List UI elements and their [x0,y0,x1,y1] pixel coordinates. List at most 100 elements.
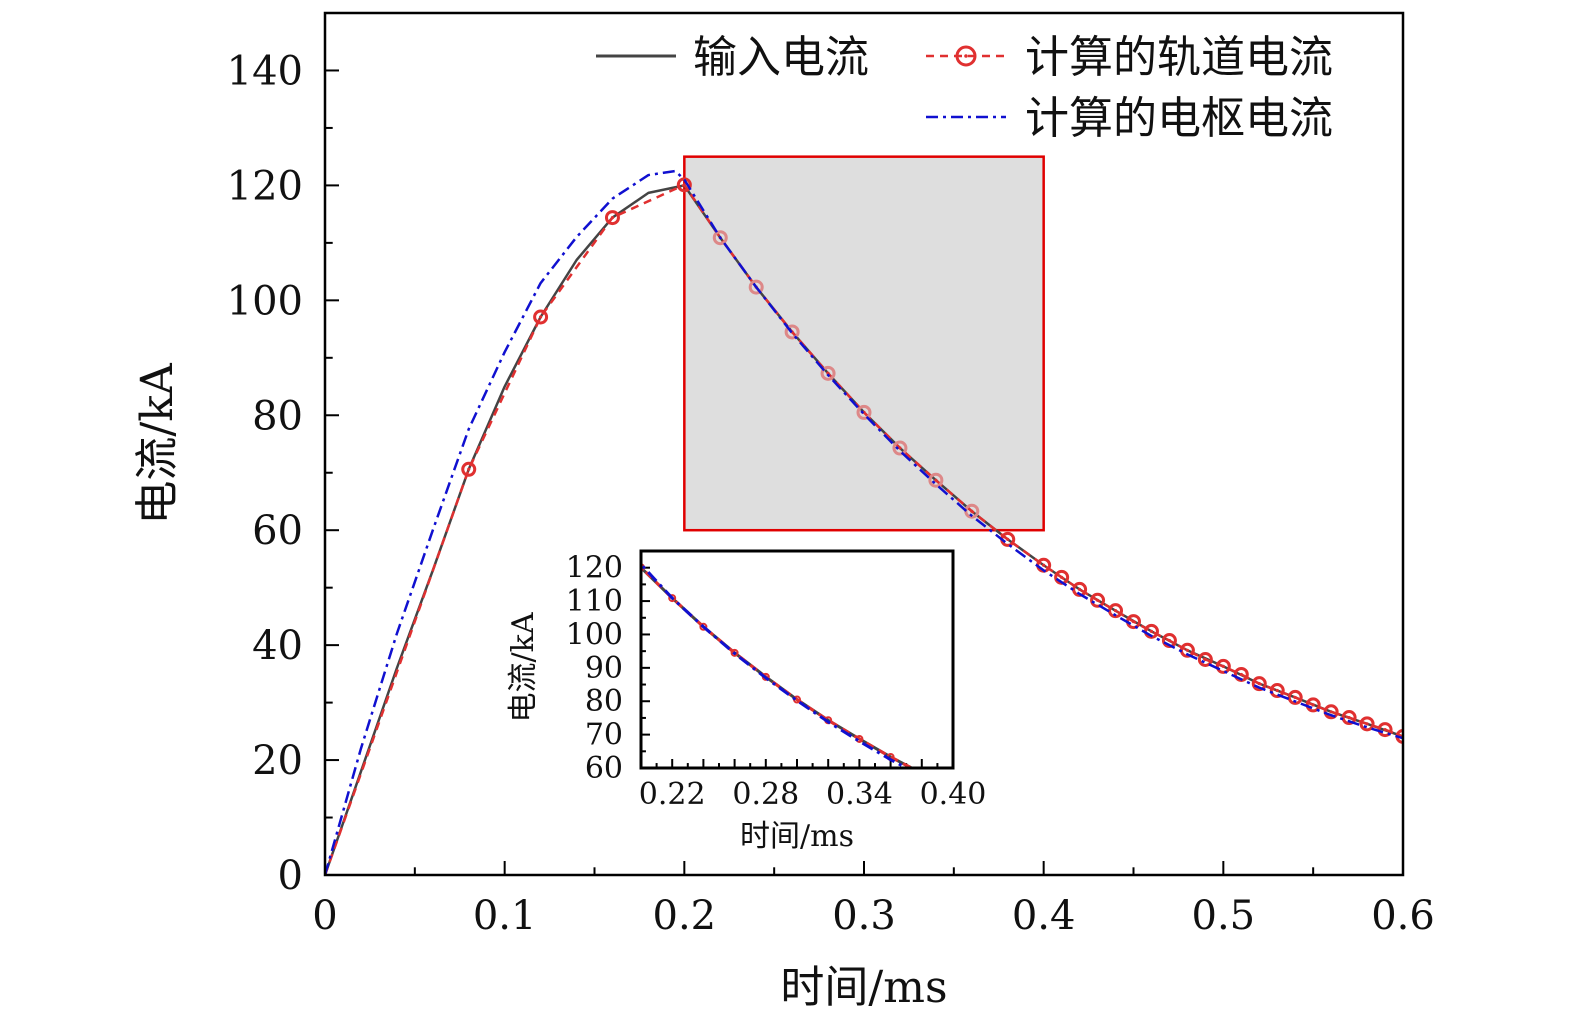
series-group [451,562,1268,891]
data-point-marker [997,806,1003,812]
data-point-center [970,509,974,513]
data-point-center [1203,657,1207,662]
data-point-marker [1106,844,1112,850]
x-tick-label: 0.28 [732,777,799,812]
y-tick-label: 80 [252,393,303,439]
data-point-marker [1184,866,1190,872]
axes-frame [323,11,1405,877]
data-point-marker [1059,829,1065,835]
data-point-center [1113,609,1118,613]
x-tick-label: 0.6 [1371,893,1435,939]
data-point-marker [856,404,872,420]
inset-x-axis-label: 时间/ms [740,819,854,854]
data-point-center [1095,598,1100,602]
y-tick-label: 120 [566,551,623,586]
data-point-marker [1197,652,1213,667]
data-point-center [1293,695,1297,700]
data-point-marker [451,730,457,736]
x-tick-label: 0 [312,893,337,939]
data-point-marker [1287,689,1303,705]
data-point-center [1365,722,1369,726]
y-tick-label: 100 [227,278,303,324]
data-point-marker [1122,849,1128,855]
x-tick-label: 0.3 [832,893,896,939]
legend-marker-rail [955,45,977,67]
data-point-center [1257,682,1261,686]
x-tick-label: 0.22 [639,777,706,812]
y-tick-label: 90 [585,651,623,686]
data-point-marker [533,309,549,325]
series-line-2 [325,169,1403,875]
data-point-center [1185,648,1189,652]
data-point-marker [1028,818,1034,824]
legend-label-input: 输入电流 [693,32,869,83]
y-tick-label: 110 [566,584,623,619]
data-point-marker [928,472,944,488]
data-point-center [1239,672,1243,677]
x-axis-label: 时间/ms [780,962,947,1013]
y-axis-label: 电流/kA [132,362,183,524]
data-point-marker [699,622,708,631]
data-point-marker [1215,658,1231,674]
data-point-center [467,467,471,471]
data-point-center [1149,629,1154,633]
data-point-marker [784,324,800,340]
data-point-marker [820,365,836,381]
y-tick-label: 70 [585,718,623,753]
data-point-marker [1231,878,1237,884]
series-line-2 [641,562,910,768]
legend-label-rail: 计算的轨道电流 [1025,32,1333,83]
data-point-marker [676,177,692,193]
data-point-marker [1090,592,1106,608]
data-point-center [682,183,686,187]
data-point-marker [1251,676,1267,692]
data-point-center [1167,638,1172,643]
data-point-marker [1377,722,1393,738]
legend-marker-rail-dot [964,54,968,58]
legend: 输入电流 计算的轨道电流 计算的电枢电流 [596,32,1333,144]
x-tick-label: 0.1 [473,893,537,939]
inset-background [641,551,953,768]
data-point-marker [668,594,677,603]
y-tick-label: 100 [566,617,623,652]
axes-frame [639,549,955,770]
data-point-center [1383,728,1387,732]
y-tick-label: 80 [585,684,623,719]
y-tick-label: 140 [227,48,303,94]
data-point-center [610,215,615,220]
x-tick-label: 0.34 [826,777,893,812]
data-point-marker [1262,885,1268,891]
x-tick-label: 0.2 [653,893,717,939]
data-point-marker [748,279,764,295]
data-point-center [1221,664,1225,668]
data-point-center [1060,575,1064,579]
data-point-center [1131,619,1136,624]
data-point-marker [1168,862,1174,868]
data-point-marker [1090,840,1096,846]
y-tick-label: 60 [252,508,303,554]
x-tick-label: 0.4 [1012,893,1076,939]
data-point-marker [1246,881,1252,887]
data-point-center [1311,703,1315,707]
data-point-marker [892,440,908,456]
data-point-center [1275,688,1279,693]
data-point-marker [919,770,925,776]
data-point-marker [1359,716,1375,732]
data-point-center [539,315,543,319]
zoom-region-box [683,155,1045,532]
y-tick-label: 20 [252,738,303,784]
data-point-marker [1012,812,1018,818]
y-tick-label: 120 [227,163,303,209]
data-point-center [1042,563,1046,567]
y-tick-label: 40 [252,623,303,669]
x-tick-label: 0.40 [920,777,987,812]
data-point-marker [1153,858,1159,864]
x-tick-label: 0.5 [1192,893,1256,939]
data-point-marker [712,230,728,246]
legend-label-armature: 计算的电枢电流 [1025,93,1333,144]
data-point-marker [1044,824,1050,830]
data-point-center [1078,587,1082,591]
data-point-marker [1137,854,1143,860]
y-tick-label: 0 [278,853,303,899]
